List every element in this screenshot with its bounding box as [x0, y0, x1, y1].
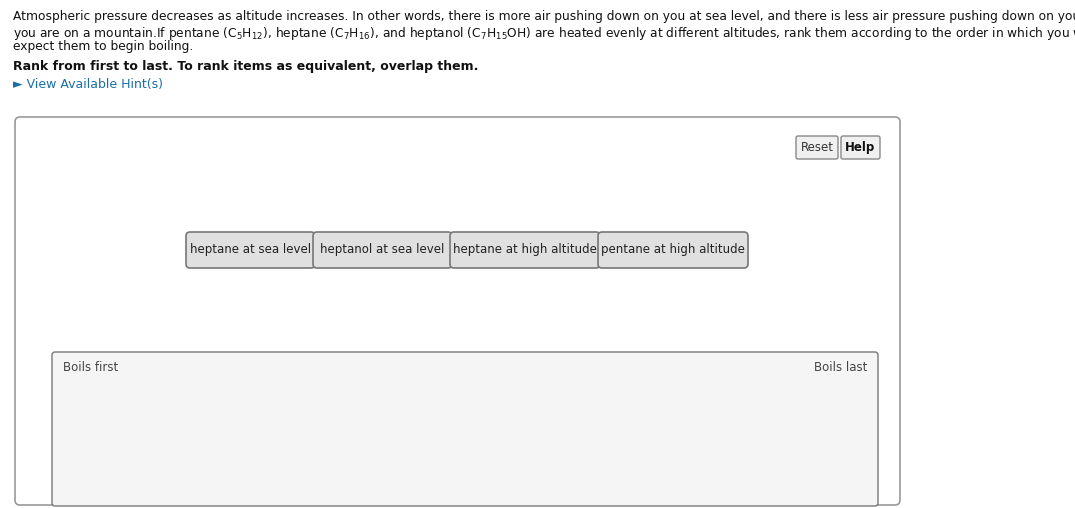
- FancyBboxPatch shape: [598, 232, 748, 268]
- FancyBboxPatch shape: [796, 136, 838, 159]
- Text: heptane at sea level: heptane at sea level: [190, 243, 311, 257]
- FancyBboxPatch shape: [52, 352, 878, 506]
- Text: Help: Help: [845, 141, 876, 154]
- Text: ► View Available Hint(s): ► View Available Hint(s): [13, 78, 163, 91]
- Text: heptanol at sea level: heptanol at sea level: [320, 243, 445, 257]
- FancyBboxPatch shape: [313, 232, 452, 268]
- Text: Reset: Reset: [801, 141, 833, 154]
- Text: expect them to begin boiling.: expect them to begin boiling.: [13, 40, 194, 53]
- Text: Rank from first to last. To rank items as equivalent, overlap them.: Rank from first to last. To rank items a…: [13, 60, 478, 73]
- Text: Atmospheric pressure decreases as altitude increases. In other words, there is m: Atmospheric pressure decreases as altitu…: [13, 10, 1075, 23]
- Text: heptane at high altitude: heptane at high altitude: [453, 243, 597, 257]
- FancyBboxPatch shape: [186, 232, 315, 268]
- FancyBboxPatch shape: [450, 232, 600, 268]
- Text: Boils first: Boils first: [63, 361, 118, 374]
- FancyBboxPatch shape: [841, 136, 880, 159]
- Text: pentane at high altitude: pentane at high altitude: [601, 243, 745, 257]
- Text: Boils last: Boils last: [814, 361, 868, 374]
- FancyBboxPatch shape: [15, 117, 900, 505]
- Text: you are on a mountain.If pentane (C$_5$H$_{12}$), heptane (C$_7$H$_{16}$), and h: you are on a mountain.If pentane (C$_5$H…: [13, 25, 1075, 42]
